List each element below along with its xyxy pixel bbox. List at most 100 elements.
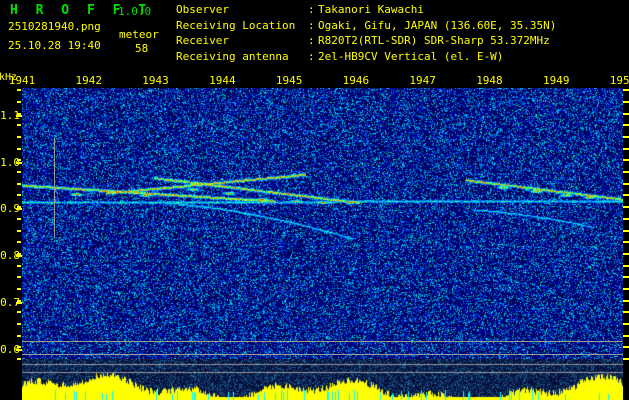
y-axis-minor-tick	[17, 252, 21, 255]
y-axis-minor-tick	[17, 358, 21, 360]
right-axis-tick	[623, 276, 629, 279]
x-axis-tick-label: 1946	[342, 74, 370, 87]
y-axis-major-tick	[16, 255, 22, 258]
y-axis-tick-label: 0.7	[0, 295, 20, 309]
station-info-block: Observer: Takanori Kawachi Receiving Loca…	[176, 2, 556, 64]
info-row-antenna: Receiving antenna:2el-HB9CV Vertical (el…	[176, 49, 556, 65]
right-axis-tick	[623, 241, 629, 244]
right-axis-tick	[623, 346, 629, 349]
app-version: 1.0.0	[118, 5, 152, 18]
x-axis-tick-label: 1947	[409, 74, 436, 87]
x-axis-tick-label: 1944	[209, 74, 236, 87]
info-sep: :	[308, 3, 315, 16]
x-axis-tick-label: 1943	[142, 74, 169, 87]
amplitude-strip-canvas	[22, 359, 623, 400]
right-axis-tick	[623, 229, 629, 232]
info-value: R820T2(RTL-SDR) SDR-Sharp 53.372MHz	[318, 34, 550, 47]
right-axis-tick	[623, 264, 629, 267]
right-axis-tick	[623, 101, 629, 104]
y-axis-minor-tick	[17, 159, 21, 162]
filename-label: 2510281940.png	[8, 20, 101, 33]
info-value: 2el-HB9CV Vertical (el. E-W)	[318, 49, 504, 63]
info-sep: :	[308, 18, 315, 32]
right-axis-tick	[623, 334, 629, 337]
app-title: H R O F F T	[10, 3, 152, 18]
right-axis-tick	[623, 252, 629, 255]
right-axis-tick	[623, 112, 629, 115]
x-axis-tick-label: 1949	[542, 74, 570, 87]
y-axis-major-tick	[16, 301, 22, 304]
y-axis-minor-tick	[17, 299, 21, 302]
y-axis-tick-label: 1.1	[0, 109, 20, 123]
right-axis-tick	[623, 182, 629, 185]
right-axis-tick	[623, 299, 629, 302]
right-axis-tick	[623, 89, 629, 92]
right-axis-tick	[623, 358, 629, 360]
y-axis-minor-tick	[17, 112, 21, 115]
info-sep: :	[308, 49, 315, 63]
right-axis-tick	[623, 217, 629, 220]
y-axis-minor-tick	[17, 89, 21, 92]
right-axis-tick	[623, 147, 629, 150]
info-key: Receiver	[176, 34, 229, 47]
amplitude-strip	[22, 359, 623, 400]
info-key: Receiving Location	[176, 18, 296, 32]
x-axis-tick-label: 1950	[609, 74, 629, 87]
info-row-location: Receiving Location: Ogaki, Gifu, JAPAN (1…	[176, 18, 556, 34]
y-axis-minor-tick	[17, 147, 21, 150]
info-row-receiver: Receiver: R820T2(RTL-SDR) SDR-Sharp 53.37…	[176, 33, 556, 49]
x-axis-tick-label: 1948	[476, 74, 503, 87]
plot-left-marker-line	[54, 138, 55, 238]
info-key: Receiving antenna	[176, 49, 289, 63]
right-axis-tick	[623, 124, 629, 127]
y-axis-minor-tick	[17, 206, 21, 209]
right-axis-tick	[623, 311, 629, 314]
y-axis-major-tick	[16, 115, 22, 118]
right-axis-tick	[623, 159, 629, 162]
info-value: Ogaki, Gifu, JAPAN (136.60E, 35.35N)	[318, 18, 557, 32]
right-axis-tick	[623, 136, 629, 139]
y-axis-major-tick	[16, 348, 22, 351]
y-axis-minor-tick	[17, 182, 21, 185]
right-axis-tick	[623, 194, 629, 197]
x-axis-tick-label: 1942	[75, 74, 103, 87]
y-axis-minor-tick	[17, 346, 21, 349]
y-axis-tick-label: 0.6	[0, 342, 20, 356]
meteor-count-value: 58	[135, 42, 149, 55]
y-axis-minor-tick	[17, 264, 21, 267]
info-row-observer: Observer: Takanori Kawachi	[176, 2, 556, 18]
info-key: Observer	[176, 3, 229, 16]
y-axis-minor-tick	[17, 334, 21, 337]
y-axis-tick-label: 0.8	[0, 249, 20, 263]
info-value: Takanori Kawachi	[318, 3, 424, 16]
y-axis-minor-tick	[17, 241, 21, 244]
x-axis-tick-label: 1945	[275, 74, 303, 87]
y-axis-minor-tick	[17, 136, 21, 139]
header-bar: H R O F F T 1.0.0 2510281940.png 25.10.2…	[0, 0, 629, 68]
plot-lower-guide-2	[22, 354, 623, 355]
right-axis-tick	[623, 287, 629, 290]
meteor-count-label: meteor	[119, 28, 159, 41]
spectrogram-canvas	[22, 88, 623, 359]
y-axis-minor-tick	[17, 101, 21, 104]
y-axis-minor-tick	[17, 276, 21, 279]
y-axis-minor-tick	[17, 322, 21, 325]
y-axis-tick-label: 0.9	[0, 202, 20, 216]
y-axis-minor-tick	[17, 229, 21, 232]
y-axis-minor-tick	[17, 171, 21, 174]
plot-lower-guide-1	[22, 341, 623, 342]
y-axis-minor-tick	[17, 287, 21, 290]
spectrogram-plot[interactable]	[22, 88, 623, 359]
y-axis-tick-label: 1.0	[0, 155, 20, 169]
y-axis-major-tick	[16, 208, 22, 211]
x-axis-tick-label: 1941	[8, 74, 36, 87]
info-sep: :	[308, 34, 315, 47]
y-axis-minor-tick	[17, 217, 21, 220]
capture-datetime-label: 25.10.28 19:40	[8, 39, 101, 52]
right-axis-tick	[623, 171, 629, 174]
y-axis-minor-tick	[17, 194, 21, 197]
y-axis-unit-label: kHz	[0, 72, 18, 83]
y-axis-minor-tick	[17, 311, 21, 314]
right-axis-tick	[623, 206, 629, 209]
